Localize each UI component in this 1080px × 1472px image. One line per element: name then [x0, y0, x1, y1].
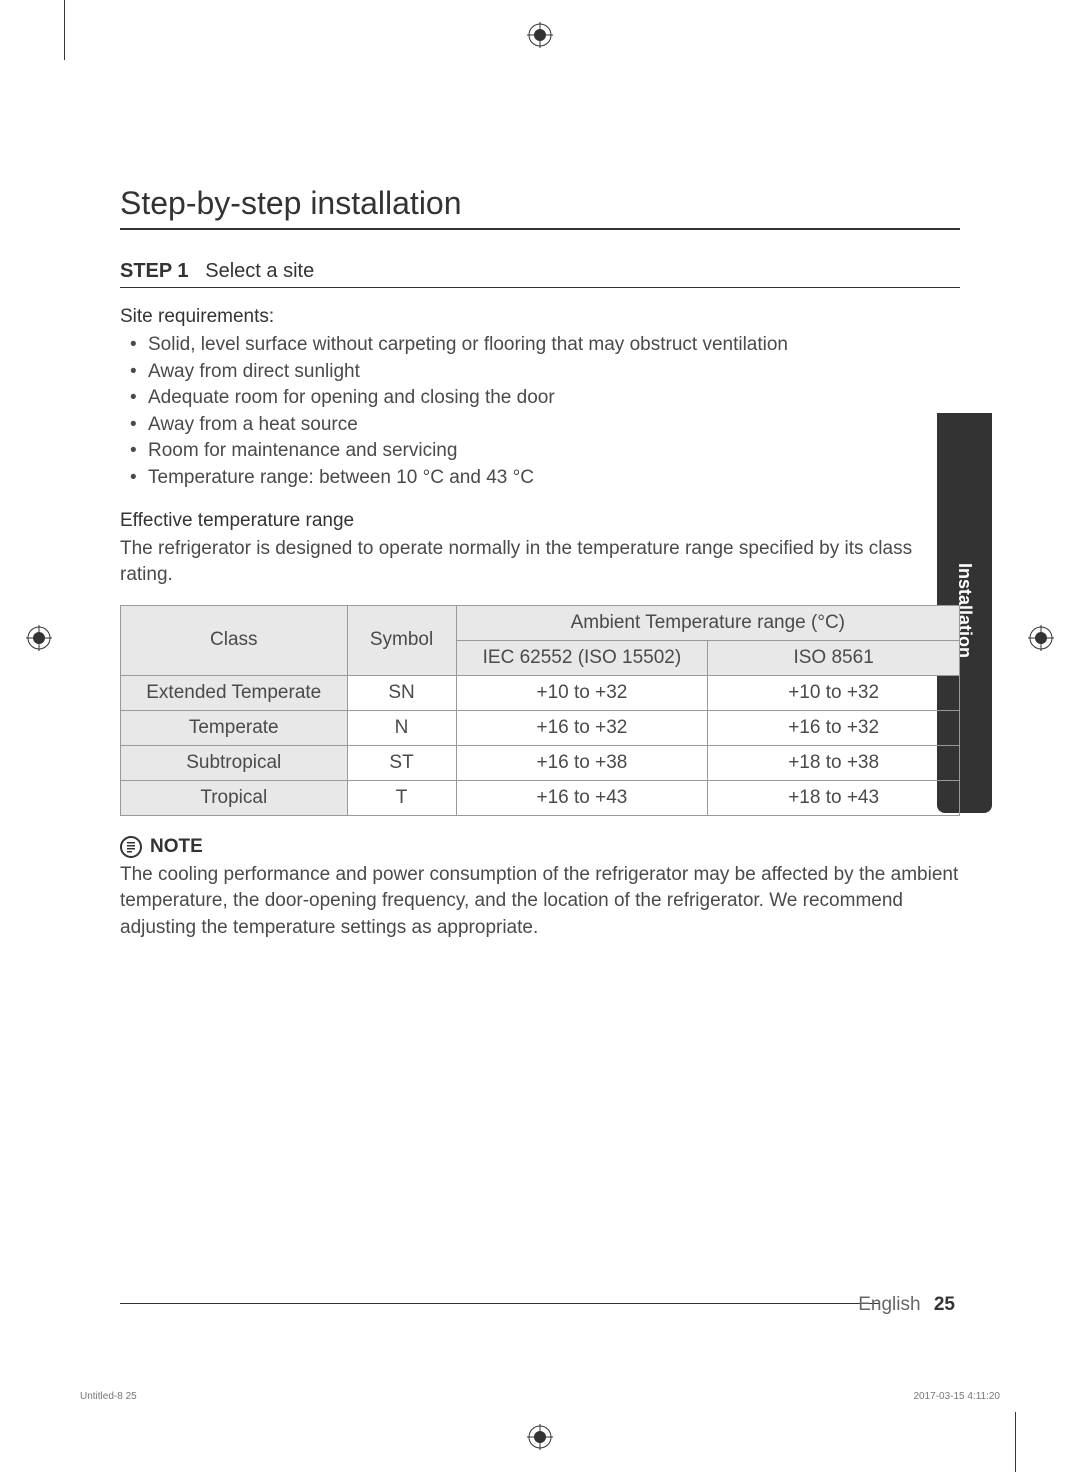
- step-name: Select a site: [205, 260, 314, 282]
- table-header-iec: IEC 62552 (ISO 15502): [456, 640, 708, 675]
- footer-page-number: 25: [934, 1294, 955, 1315]
- table-row: Extended Temperate SN +10 to +32 +10 to …: [121, 675, 960, 710]
- print-meta: Untitled-8 25: [80, 1391, 137, 1402]
- section-title: Step-by-step installation: [120, 185, 960, 230]
- step-number: STEP 1: [120, 260, 189, 282]
- table-header-class: Class: [121, 605, 348, 675]
- note-text: The cooling performance and power consum…: [120, 862, 960, 942]
- table-cell: SN: [347, 675, 456, 710]
- registration-mark-icon: [26, 625, 52, 651]
- effective-range-text: The refrigerator is designed to operate …: [120, 536, 960, 589]
- table-cell: +16 to +32: [708, 710, 960, 745]
- table-cell: +10 to +32: [456, 675, 708, 710]
- registration-mark-icon: [1028, 625, 1054, 651]
- registration-mark-icon: [527, 22, 553, 48]
- table-cell: +18 to +38: [708, 745, 960, 780]
- list-item: Adequate room for opening and closing th…: [120, 385, 960, 412]
- temperature-table: Class Symbol Ambient Temperature range (…: [120, 605, 960, 816]
- table-cell: ST: [347, 745, 456, 780]
- table-cell: +10 to +32: [708, 675, 960, 710]
- table-cell: +16 to +43: [456, 780, 708, 815]
- list-item: Temperature range: between 10 °C and 43 …: [120, 465, 960, 492]
- table-cell: +16 to +32: [456, 710, 708, 745]
- table-cell: T: [347, 780, 456, 815]
- table-cell: Extended Temperate: [121, 675, 348, 710]
- table-row: Subtropical ST +16 to +38 +18 to +38: [121, 745, 960, 780]
- table-cell: N: [347, 710, 456, 745]
- effective-range-heading: Effective temperature range: [120, 510, 960, 532]
- page-footer: English 25: [858, 1294, 955, 1316]
- table-cell: Subtropical: [121, 745, 348, 780]
- table-cell: Temperate: [121, 710, 348, 745]
- note-icon: [120, 836, 142, 858]
- table-header-iso: ISO 8561: [708, 640, 960, 675]
- list-item: Solid, level surface without carpeting o…: [120, 332, 960, 359]
- site-requirements-heading: Site requirements:: [120, 306, 960, 328]
- table-cell: +18 to +43: [708, 780, 960, 815]
- footer-rule: [120, 1303, 880, 1304]
- note-heading: NOTE: [120, 836, 960, 858]
- crop-mark: [64, 0, 65, 60]
- note-label: NOTE: [150, 836, 203, 858]
- table-cell: Tropical: [121, 780, 348, 815]
- step-heading: STEP 1 Select a site: [120, 260, 960, 288]
- crop-mark: [1015, 1412, 1016, 1472]
- footer-language: English: [858, 1294, 920, 1315]
- site-requirements-list: Solid, level surface without carpeting o…: [120, 332, 960, 492]
- table-header-ambient: Ambient Temperature range (°C): [456, 605, 959, 640]
- registration-mark-icon: [527, 1424, 553, 1450]
- print-meta: 2017-03-15 4:11:20: [913, 1391, 1000, 1402]
- table-row: Temperate N +16 to +32 +16 to +32: [121, 710, 960, 745]
- table-header-symbol: Symbol: [347, 605, 456, 675]
- page-content: Step-by-step installation STEP 1 Select …: [120, 185, 960, 1352]
- table-row: Tropical T +16 to +43 +18 to +43: [121, 780, 960, 815]
- list-item: Away from a heat source: [120, 412, 960, 439]
- list-item: Room for maintenance and servicing: [120, 438, 960, 465]
- list-item: Away from direct sunlight: [120, 359, 960, 386]
- table-cell: +16 to +38: [456, 745, 708, 780]
